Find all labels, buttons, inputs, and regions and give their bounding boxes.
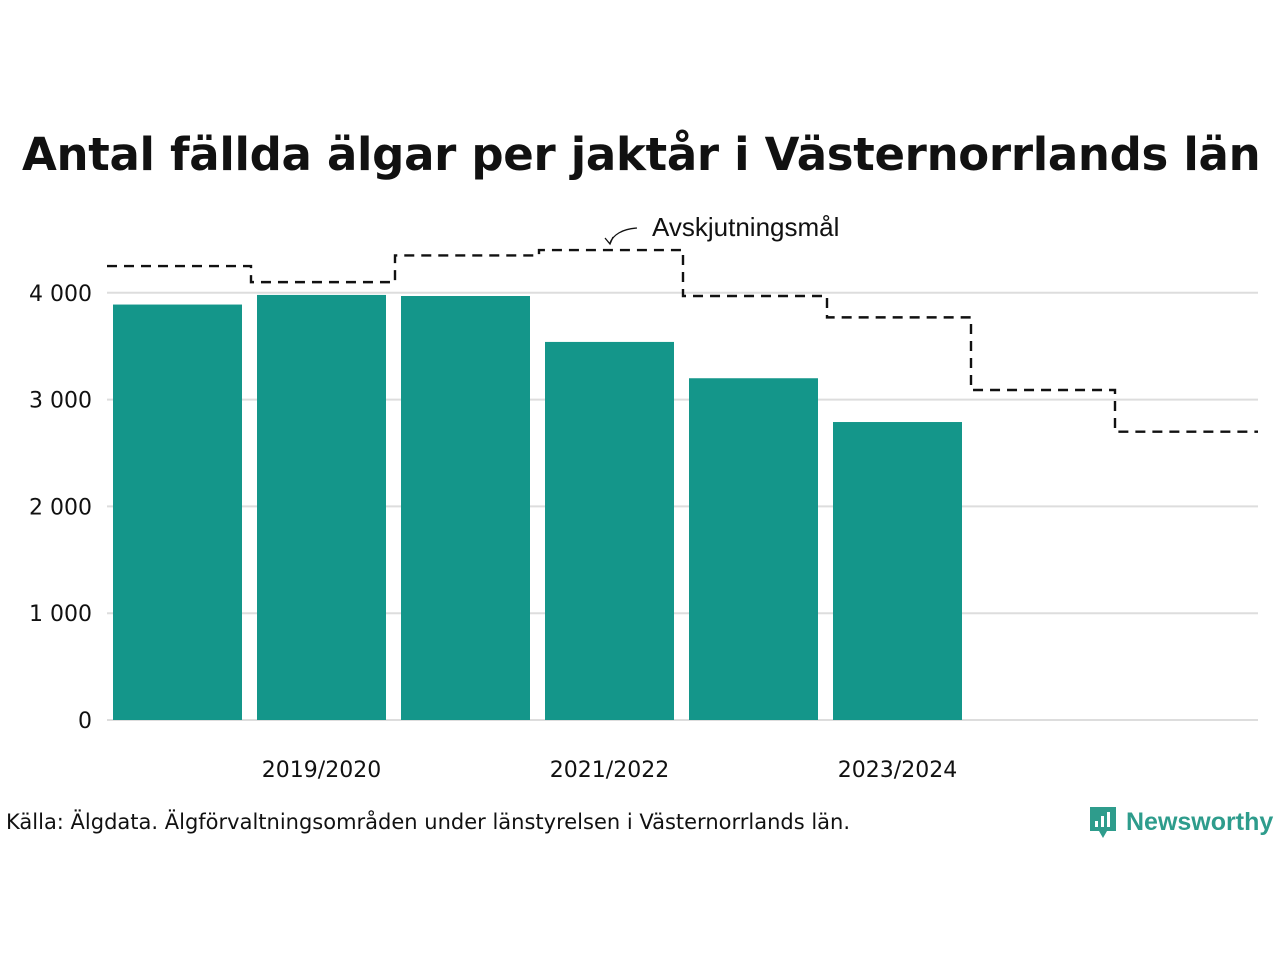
bar (113, 304, 242, 720)
x-tick-label: 2021/2022 (550, 758, 669, 783)
bar (257, 294, 386, 720)
brand-name: Newsworthy (1126, 807, 1274, 836)
bar (401, 296, 530, 720)
target-line (107, 248, 1258, 433)
y-tick-label: 2 000 (29, 495, 92, 520)
source-note: Källa: Älgdata. Älgförvaltningsområden u… (6, 810, 851, 834)
annotation-arrow (609, 227, 638, 244)
brand-logo: Newsworthy (1088, 804, 1273, 840)
bar (545, 341, 674, 720)
bar (689, 378, 818, 720)
y-tick-label: 3 000 (29, 389, 92, 414)
y-tick-label: 0 (78, 709, 92, 734)
annotation-arrowhead (604, 236, 614, 246)
target-step-line (107, 248, 1258, 433)
target-line-label: Avskjutningsmål (652, 212, 839, 242)
y-tick-label: 4 000 (29, 282, 92, 307)
x-axis-ticks: 2019/2020 2021/2022 2023/2024 (262, 758, 957, 783)
y-axis-ticks: 0 1 000 2 000 3 000 4 000 (29, 282, 92, 734)
annotation: Avskjutningsmål (604, 212, 839, 246)
y-tick-label: 1 000 (29, 602, 92, 627)
bars (113, 294, 962, 720)
bar (833, 422, 962, 720)
x-tick-label: 2023/2024 (838, 758, 957, 783)
bar-chart-speech-bubble-icon (1090, 807, 1116, 838)
x-tick-label: 2019/2020 (262, 758, 381, 783)
chart-title: Antal fällda älgar per jaktår i Västerno… (22, 128, 1261, 181)
